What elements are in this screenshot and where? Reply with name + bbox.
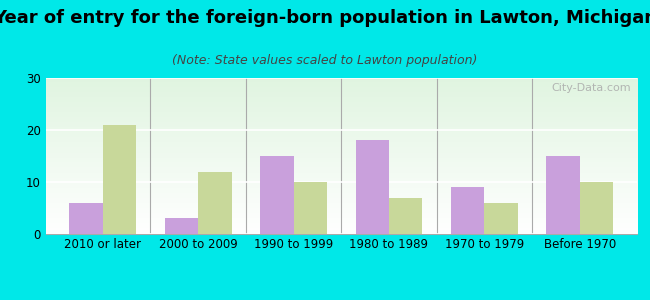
Bar (260, 156, 294, 234)
Bar (356, 140, 389, 234)
Bar (389, 198, 422, 234)
Bar (164, 218, 198, 234)
Bar (451, 187, 484, 234)
Bar (103, 125, 136, 234)
Bar (547, 156, 580, 234)
Bar (484, 203, 518, 234)
Bar (70, 203, 103, 234)
Bar (294, 182, 327, 234)
Bar (198, 172, 231, 234)
Text: City-Data.com: City-Data.com (551, 83, 631, 93)
Legend: Lawton, Michigan: Lawton, Michigan (248, 299, 434, 300)
Text: Year of entry for the foreign-born population in Lawton, Michigan: Year of entry for the foreign-born popul… (0, 9, 650, 27)
Text: (Note: State values scaled to Lawton population): (Note: State values scaled to Lawton pop… (172, 54, 478, 67)
Bar (580, 182, 613, 234)
